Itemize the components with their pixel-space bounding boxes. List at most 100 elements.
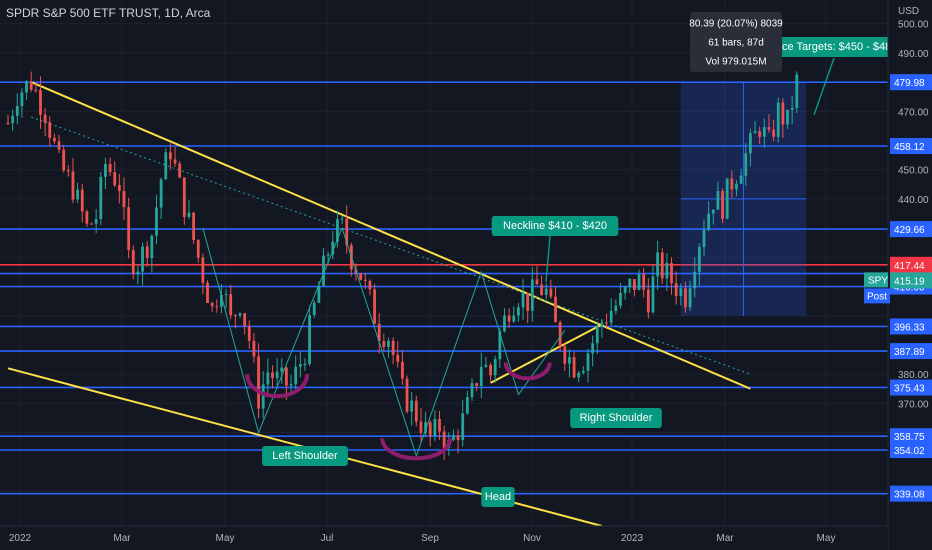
candle-body	[66, 170, 70, 172]
price-axis: USD 500.00 490.00 470.00 450.00 440.00 380.00 3…	[864, 0, 932, 550]
candle-body	[697, 247, 701, 272]
candle-body	[108, 163, 112, 173]
candle-body	[76, 189, 79, 200]
candle-body	[363, 279, 367, 281]
candle-body	[572, 357, 576, 378]
candle-body	[99, 176, 103, 219]
candle-body	[424, 422, 427, 433]
candle-body	[521, 293, 525, 308]
candle-body	[20, 92, 24, 107]
candle-body	[670, 262, 673, 284]
candle-body	[387, 340, 390, 348]
candle-body	[688, 288, 692, 308]
neckline-label-bg	[491, 216, 619, 236]
level-price-tag-bg	[890, 379, 932, 396]
candle-body	[104, 163, 107, 177]
currency-label: USD	[898, 6, 919, 17]
candle-body	[725, 178, 729, 219]
candle-body	[266, 372, 270, 385]
candle-body	[39, 90, 42, 115]
candle-body	[117, 185, 121, 192]
candle-body	[312, 302, 316, 316]
candle-body	[271, 372, 274, 379]
candle-body	[215, 306, 219, 308]
head-arc	[380, 438, 453, 461]
candle-body	[586, 353, 590, 371]
symbol-badge-bg	[864, 272, 888, 288]
measure-readout-line: Vol 979.015M	[705, 57, 766, 68]
candle-body	[452, 435, 455, 441]
candle-body	[795, 74, 799, 108]
candle-body	[619, 292, 622, 306]
neckline-pointer	[545, 235, 551, 283]
candle-body	[563, 346, 567, 364]
time-axis: 2022 Mar May Jul Sep Nov 2023 Mar May	[0, 525, 888, 550]
trend-line	[30, 81, 751, 390]
candle-body	[554, 296, 557, 323]
candle-body	[781, 102, 785, 125]
candle-body	[90, 223, 93, 225]
y-tick-label: 440.00	[898, 195, 929, 206]
candle-body	[735, 183, 738, 190]
price-targets-label-bg	[752, 37, 914, 57]
candle-body	[6, 122, 10, 124]
candle-body	[507, 315, 511, 322]
candle-body	[85, 211, 89, 224]
candle-body	[238, 313, 242, 316]
x-tick-label: Sep	[421, 533, 439, 544]
candle-body	[326, 254, 330, 256]
level-price-tag: 354.02	[894, 446, 925, 457]
y-tick-label: 500.00	[898, 20, 929, 31]
x-tick-label: Jul	[321, 533, 334, 544]
x-tick-label: Mar	[113, 533, 131, 544]
candle-body	[29, 81, 33, 90]
x-tick-label: Nov	[523, 533, 541, 544]
candle-body	[456, 435, 460, 441]
candle-body	[80, 189, 84, 212]
candle-body	[628, 279, 632, 288]
candle-body	[196, 239, 200, 258]
candle-body	[637, 274, 641, 290]
candle-body	[600, 322, 604, 327]
x-tick-label: 2023	[621, 533, 644, 544]
candle-body	[693, 271, 697, 289]
candle-body	[280, 367, 284, 372]
candle-body	[591, 343, 595, 354]
candle-body	[470, 383, 474, 398]
candle-body	[721, 191, 724, 219]
candle-body	[475, 383, 479, 387]
candle-body	[294, 366, 298, 385]
candle-body	[526, 293, 530, 311]
candle-body	[155, 207, 158, 236]
level-price-tag: 479.98	[894, 78, 925, 89]
level-price-tag-bg	[890, 74, 932, 91]
candle-body	[303, 363, 307, 365]
candle-body	[651, 276, 655, 313]
time-axis-bg	[0, 526, 888, 550]
level-price-tag: 375.43	[894, 383, 925, 394]
level-price-tag: 387.89	[894, 347, 925, 358]
level-price-tag-bg	[890, 485, 932, 502]
measure-readout-bg	[690, 12, 782, 72]
candle-body	[739, 175, 743, 184]
candle-body	[252, 340, 256, 357]
candle-body	[684, 288, 687, 308]
candle-body	[790, 107, 794, 110]
head-label: Head	[485, 491, 511, 503]
level-price-tag-bg	[890, 428, 932, 445]
candle-body	[623, 287, 627, 293]
candle-body	[173, 159, 177, 164]
post-badge-bg	[864, 288, 890, 304]
neckline-label: Neckline $410 - $420	[503, 220, 607, 232]
candle-body	[410, 400, 414, 412]
candle-body	[716, 191, 720, 210]
candle-body	[150, 235, 154, 259]
level-price-tag: 396.33	[894, 322, 925, 333]
candle-body	[711, 209, 715, 214]
candle-body	[94, 218, 98, 224]
candle-body	[206, 282, 209, 303]
candle-body	[25, 81, 28, 93]
resistance-price-tag: 417.44	[894, 261, 925, 272]
right-shoulder-arc	[503, 362, 552, 381]
